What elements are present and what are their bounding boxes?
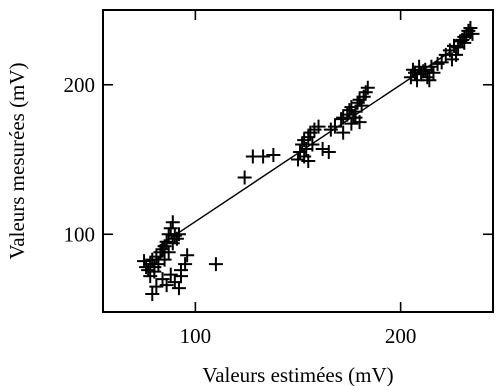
data-point-24 [180, 248, 195, 263]
x-axis-label: Valeurs estimées (mV) [202, 363, 393, 386]
data-point-30 [171, 227, 186, 242]
data-point-32 [145, 287, 160, 302]
data-point-35 [237, 170, 252, 185]
data-point-90 [463, 20, 478, 35]
y-tick-label-200: 200 [64, 73, 96, 97]
data-point-65 [336, 125, 351, 140]
data-point-37 [256, 149, 271, 164]
data-point-77 [422, 73, 437, 88]
data-point-19 [163, 267, 178, 282]
data-point-9 [155, 242, 170, 257]
data-point-11 [159, 234, 174, 249]
data-point-95 [430, 56, 445, 71]
data-point-38 [266, 148, 281, 163]
data-point-91 [465, 26, 480, 41]
data-point-39 [291, 152, 305, 167]
data-point-28 [143, 269, 158, 284]
data-point-21 [171, 281, 186, 296]
data-point-52 [327, 119, 342, 134]
data-point-33 [149, 279, 164, 294]
data-point-61 [354, 98, 369, 113]
data-point-34 [208, 257, 223, 272]
data-point-0 [137, 254, 152, 269]
data-point-75 [418, 62, 433, 77]
data-point-27 [157, 252, 172, 267]
data-point-55 [342, 103, 357, 118]
x-tick-label-200: 200 [385, 324, 417, 348]
data-point-79 [426, 65, 441, 80]
tick-labels: 100 200 100 200 [64, 73, 417, 348]
y-axis-label: Valeurs mesurées (mV) [5, 62, 29, 259]
data-point-48 [311, 119, 326, 134]
data-point-94 [457, 29, 472, 44]
data-point-31 [165, 236, 180, 251]
data-point-67 [334, 112, 349, 127]
data-points [137, 20, 480, 302]
data-point-78 [424, 59, 439, 74]
data-point-99 [348, 110, 363, 125]
data-point-25 [174, 263, 188, 278]
data-point-2 [141, 263, 156, 278]
data-point-69 [405, 62, 420, 77]
data-point-46 [305, 137, 320, 152]
axis-ticks [103, 10, 493, 312]
data-point-49 [315, 142, 330, 157]
y-tick-label-100: 100 [64, 222, 96, 246]
plot-frame [102, 9, 494, 313]
x-tick-label-100: 100 [180, 324, 212, 348]
data-point-13 [163, 221, 178, 236]
data-point-14 [165, 215, 180, 230]
data-point-50 [321, 145, 336, 160]
data-point-64 [360, 80, 375, 95]
data-point-97 [301, 154, 316, 168]
data-point-18 [159, 278, 174, 293]
data-point-29 [161, 245, 176, 260]
data-point-93 [444, 52, 459, 67]
